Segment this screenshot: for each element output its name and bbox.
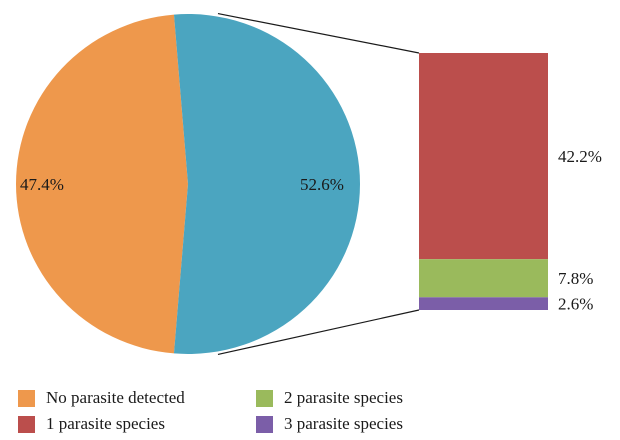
legend-swatch [256, 415, 273, 433]
stacked-bar [419, 53, 548, 310]
data-label-no-parasite: 47.4% [20, 175, 64, 194]
connector-line-top [217, 12, 420, 54]
pie-slice-no-parasite [16, 14, 189, 354]
data-label-2-species: 7.8% [558, 269, 593, 288]
bar-segment-3-species [419, 297, 548, 310]
data-label-3-species: 2.6% [558, 295, 593, 314]
legend-swatch [18, 415, 35, 433]
legend-item-3-species: 3 parasite species [256, 412, 403, 436]
data-labels: 42.2% 7.8% 2.6% 47.4% 52.6% [20, 147, 602, 314]
data-label-parasite-detected: 52.6% [300, 175, 344, 194]
bar-segment-2-species [419, 259, 548, 298]
data-label-1-species: 42.2% [558, 147, 602, 166]
legend-item-no-parasite: No parasite detected [18, 386, 185, 410]
legend-swatch [18, 389, 35, 407]
bar-segment-1-species [419, 53, 548, 260]
legend-item-2-species: 2 parasite species [256, 386, 403, 410]
legend: No parasite detected 1 parasite species … [18, 386, 578, 436]
legend-item-1-species: 1 parasite species [18, 412, 165, 436]
connector-line-bottom [217, 309, 420, 356]
legend-label: 3 parasite species [284, 414, 403, 433]
legend-label: No parasite detected [46, 388, 185, 407]
legend-label: 1 parasite species [46, 414, 165, 433]
pie-slice-parasite-detected [173, 13, 361, 354]
legend-swatch [256, 389, 273, 407]
legend-label: 2 parasite species [284, 388, 403, 407]
connector-lines [217, 12, 420, 356]
pie [16, 13, 361, 354]
